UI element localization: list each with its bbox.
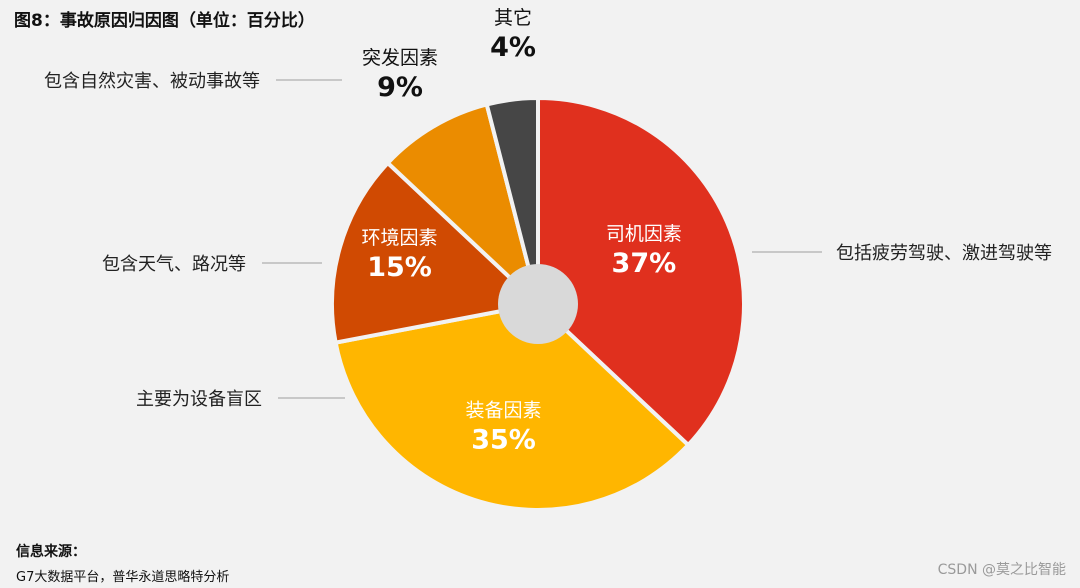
pie-slice-5 (484, 96, 540, 306)
source-text: G7大数据平台，普华永道思略特分析 (16, 570, 230, 585)
slice-annotation: 包括疲劳驾驶、激进驾驶等 (836, 243, 1052, 264)
slice-name-label: 其它 (494, 7, 532, 29)
slice-name-label: 司机因素 (606, 223, 682, 245)
pie-slice-4 (385, 102, 540, 306)
slice-annotation: 包含天气、路况等 (102, 254, 246, 275)
chart-title: 图8：事故原因归因图（单位：百分比） (14, 11, 315, 31)
slice-annotation: 包含自然灾害、被动事故等 (44, 71, 260, 92)
pie-slice-1 (536, 96, 746, 448)
slice-name-label: 装备因素 (466, 400, 542, 422)
watermark: CSDN @莫之比智能 (937, 562, 1066, 578)
pie-center-hole (498, 264, 578, 344)
slice-value-label: 9% (377, 72, 423, 103)
slice-value-label: 35% (471, 425, 536, 456)
slice-value-label: 37% (612, 248, 677, 279)
source-label: 信息来源： (16, 544, 86, 560)
pie-slice-3 (330, 160, 540, 345)
slice-annotation: 主要为设备盲区 (136, 389, 262, 410)
slice-value-label: 4% (490, 32, 536, 63)
slice-value-label: 15% (367, 252, 432, 283)
slice-name-label: 环境因素 (362, 227, 438, 249)
pie-slice-2 (333, 302, 691, 512)
slice-name-label: 突发因素 (362, 47, 438, 69)
